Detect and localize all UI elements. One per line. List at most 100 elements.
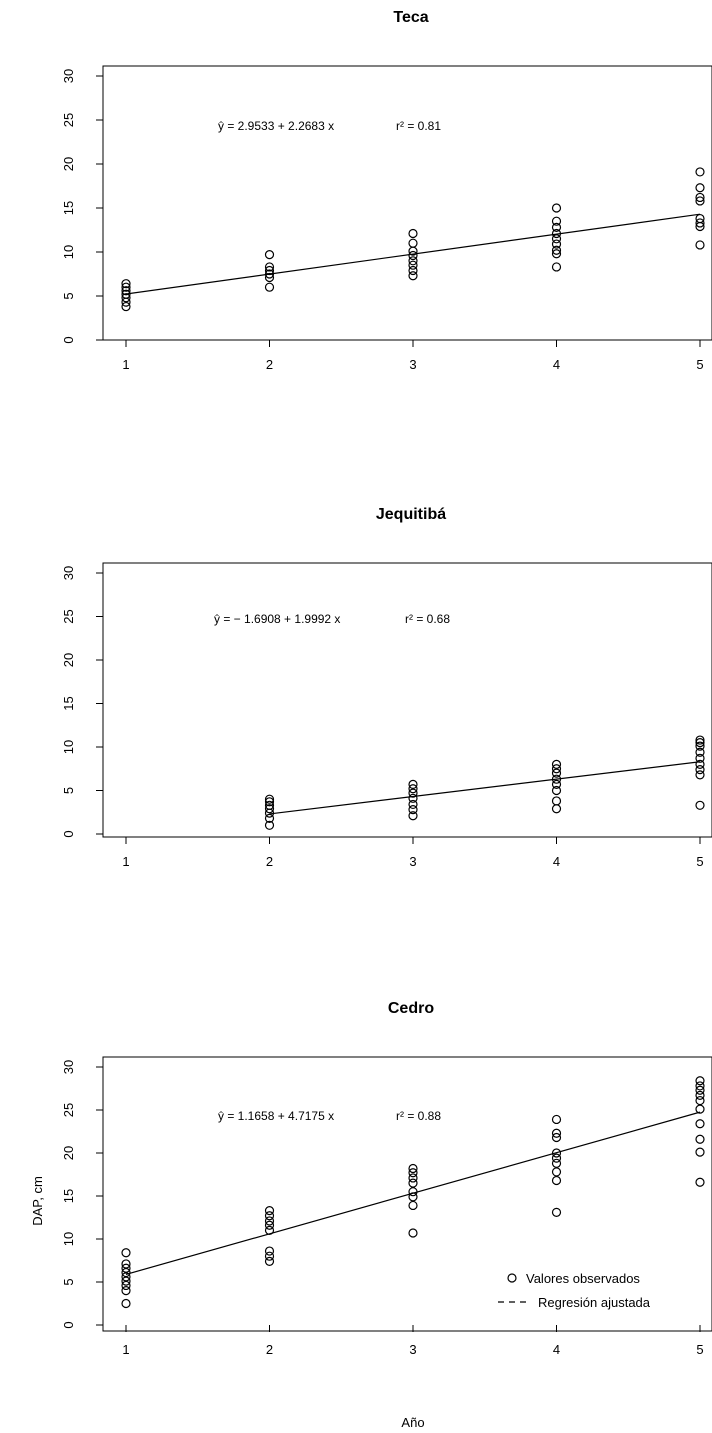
y-axis: 0 5 10 15 20 25 30 (61, 566, 103, 838)
observed-point (264, 804, 275, 814)
observed-point (551, 1148, 562, 1158)
observed-point (551, 1132, 562, 1143)
observed-point (551, 203, 562, 213)
observed-point (408, 238, 418, 248)
y-axis-title: DAP, cm (30, 1176, 45, 1226)
observed-point (121, 282, 131, 292)
observed-point (695, 747, 705, 757)
legend-label-observed: Valores observados (526, 1271, 640, 1286)
observed-point (121, 1263, 131, 1273)
observed-point (264, 820, 275, 830)
x-tick-label: 3 (409, 854, 416, 869)
observed-point (551, 239, 562, 249)
observed-point (695, 167, 705, 177)
observed-point (695, 196, 705, 206)
observed-point (264, 1216, 275, 1226)
observed-points-group (121, 1076, 705, 1309)
x-tick-label: 5 (696, 357, 703, 372)
observed-point (264, 1251, 275, 1261)
r-squared-label: r² = 0.68 (405, 612, 450, 626)
observed-point (551, 1207, 562, 1217)
observed-point (121, 1285, 131, 1296)
observed-point (264, 1246, 275, 1256)
observed-point (408, 1178, 418, 1188)
observed-point (551, 774, 562, 784)
observed-point (264, 1256, 275, 1266)
panel-title: Teca (393, 9, 428, 26)
x-tick-label: 5 (696, 854, 703, 869)
observed-point (264, 272, 275, 283)
observed-point (695, 738, 705, 748)
observed-point (121, 301, 131, 312)
x-tick-label: 3 (409, 1342, 416, 1357)
observed-point (551, 759, 562, 770)
observed-point (121, 1259, 131, 1269)
observed-point (408, 811, 418, 821)
y-tick-label: 30 (61, 566, 76, 580)
observed-point (264, 1211, 275, 1221)
legend-label-regression: Regresión ajustada (538, 1295, 651, 1310)
regression-equation: ŷ = 2.9533 + 2.2683 x (218, 119, 334, 133)
regression-equation: ŷ = − 1.6908 + 1.9992 x (214, 612, 340, 626)
observed-point (551, 785, 562, 796)
observed-point (551, 1175, 562, 1186)
observed-point (551, 245, 562, 255)
regression-equation: ŷ = 1.1658 + 4.7175 x (218, 1109, 334, 1123)
observed-point (408, 805, 418, 815)
observed-point (551, 768, 562, 778)
observed-point (551, 249, 562, 259)
observed-point (121, 289, 131, 299)
observed-point (695, 240, 705, 250)
regression-line (269, 761, 701, 815)
observed-point (264, 282, 275, 292)
y-tick-label: 10 (61, 1232, 76, 1246)
y-tick-label: 15 (61, 201, 76, 215)
observed-point (408, 250, 418, 261)
observed-point (551, 1114, 562, 1125)
x-tick-label: 4 (553, 854, 560, 869)
legend-circle-symbol (507, 1273, 517, 1283)
panel-jequitiba: Jequitibá ŷ = − 1.6908 + 1.9992 x r² = 0… (61, 506, 712, 869)
equation-annotation: ŷ = 2.9533 + 2.2683 x r² = 0.81 (218, 119, 441, 133)
y-axis: 0 5 10 15 20 25 30 (61, 69, 103, 344)
observed-point (264, 800, 275, 810)
y-tick-label: 25 (61, 113, 76, 127)
x-axis: 1 2 3 4 5 (122, 340, 704, 372)
observed-point (121, 1267, 131, 1278)
observed-point (551, 804, 562, 814)
observed-point (695, 1081, 705, 1091)
observed-point (408, 793, 418, 803)
observed-point (408, 784, 418, 794)
y-tick-label: 15 (61, 1189, 76, 1203)
observed-point (408, 260, 418, 270)
r-squared-label: r² = 0.81 (396, 119, 441, 133)
observed-point (121, 1248, 131, 1258)
plot-frame (102, 65, 712, 341)
observed-point (408, 1228, 418, 1238)
observed-point (408, 1187, 418, 1197)
y-tick-label: 5 (61, 1278, 76, 1285)
observed-point (408, 1163, 418, 1174)
observed-point (551, 796, 562, 806)
observed-point (695, 1119, 705, 1129)
observed-point (551, 228, 562, 239)
observed-point (551, 1153, 562, 1163)
x-tick-label: 1 (122, 1342, 129, 1357)
x-axis: 1 2 3 4 5 (122, 1325, 704, 1357)
y-tick-label: 20 (61, 157, 76, 171)
regression-line (125, 213, 701, 295)
observed-point (551, 779, 562, 790)
y-tick-label: 10 (61, 245, 76, 259)
observed-point (408, 799, 418, 810)
x-axis: 1 2 3 4 5 (122, 837, 704, 869)
observed-point (695, 765, 705, 775)
observed-point (408, 1168, 418, 1178)
y-tick-label: 30 (61, 1060, 76, 1074)
observed-point (695, 1147, 705, 1157)
y-tick-label: 5 (61, 292, 76, 299)
x-tick-label: 4 (553, 1342, 560, 1357)
y-tick-label: 20 (61, 1146, 76, 1160)
observed-point (695, 1177, 705, 1187)
regression-line-group (269, 761, 701, 815)
